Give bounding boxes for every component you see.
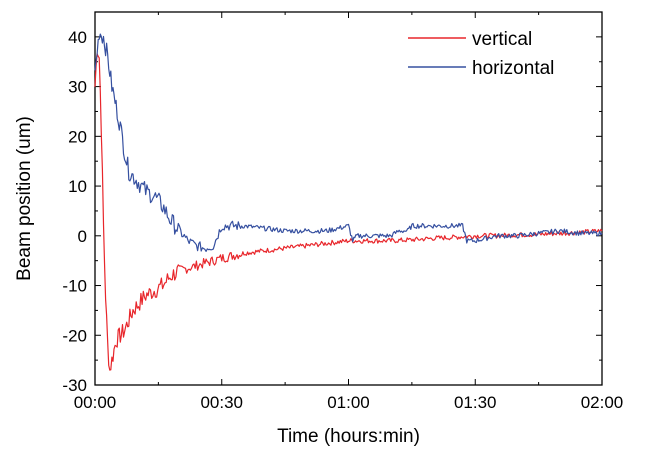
legend-label-vertical: vertical <box>472 29 532 50</box>
legend: vertical horizontal <box>400 20 590 88</box>
y-tick-label: 10 <box>68 177 87 196</box>
series-line-horizontal <box>94 33 603 252</box>
y-tick-label: 20 <box>68 127 87 146</box>
axes: -30 -20 -10 0 10 20 30 40 00:00 00:30 01:00 01:30 02… <box>62 11 624 412</box>
x-axis-title: Time (hours:min) <box>277 426 420 447</box>
x-tick-label: 01:30 <box>454 393 497 412</box>
x-tick-label: 00:30 <box>200 393 243 412</box>
series-layer <box>94 33 603 371</box>
legend-label-horizontal: horizontal <box>472 58 554 79</box>
y-axis-title: Beam position (um) <box>14 116 35 281</box>
x-tick-label: 02:00 <box>581 393 624 412</box>
y-tick-label: -20 <box>62 326 87 345</box>
y-tick-label: 40 <box>68 28 87 47</box>
y-tick-label: 0 <box>78 227 87 246</box>
series-line-vertical <box>94 53 603 371</box>
y-tick-label: -30 <box>62 376 87 395</box>
y-tick-label: 30 <box>68 78 87 97</box>
y-tick-label: -10 <box>62 277 87 296</box>
x-tick-label: 00:00 <box>74 393 117 412</box>
x-tick-label: 01:00 <box>327 393 370 412</box>
legend-background <box>400 20 590 88</box>
